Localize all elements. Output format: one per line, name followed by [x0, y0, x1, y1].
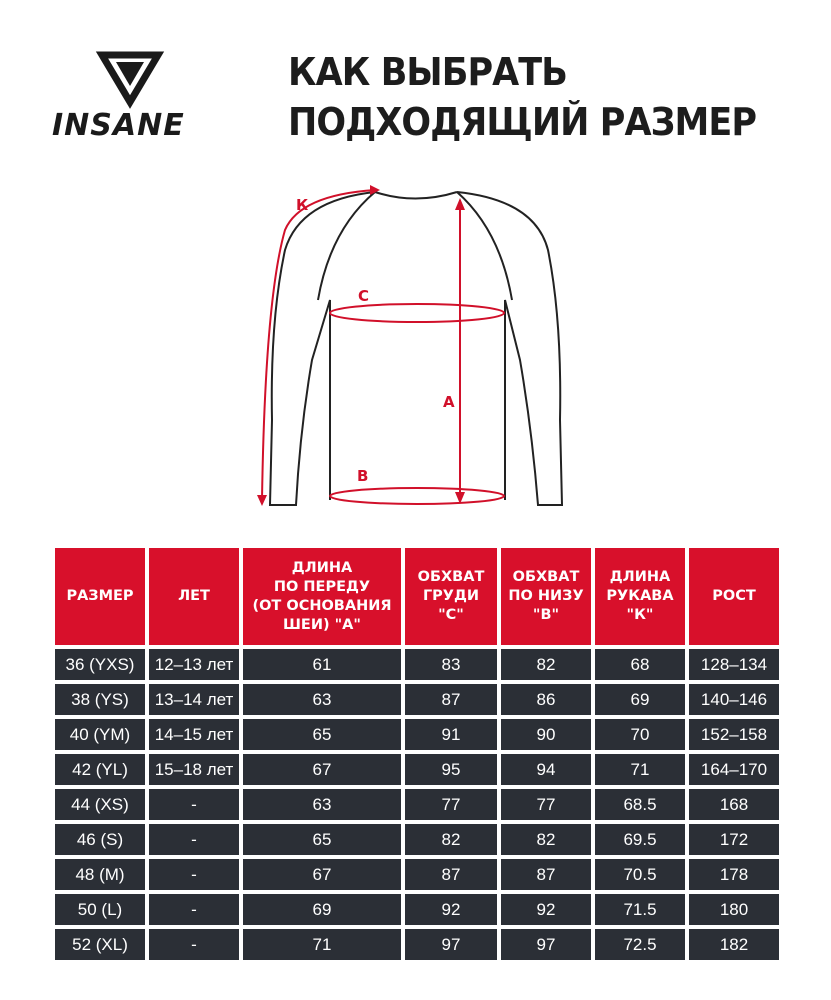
page-title-line1: КАК ВЫБРАТЬ	[288, 50, 568, 94]
cell-age: -	[149, 859, 239, 890]
cell-sleeve: 72.5	[595, 929, 685, 960]
table-row: 38 (YS) 13–14 лет 63 87 86 69 140–146	[55, 684, 779, 715]
cell-chest: 83	[405, 649, 497, 680]
cell-chest: 87	[405, 859, 497, 890]
cell-length: 69	[243, 894, 401, 925]
header-age: ЛЕТ	[149, 548, 239, 645]
cell-bottom: 87	[501, 859, 591, 890]
cell-size: 40 (YM)	[55, 719, 145, 750]
cell-chest: 87	[405, 684, 497, 715]
cell-height: 152–158	[689, 719, 779, 750]
table-header-row: РАЗМЕР ЛЕТ ДЛИНА ПО ПЕРЕДУ (ОТ ОСНОВАНИЯ…	[55, 548, 779, 645]
cell-size: 44 (XS)	[55, 789, 145, 820]
cell-chest: 97	[405, 929, 497, 960]
table-row: 48 (M) -67 87 87 70.5 178	[55, 859, 779, 890]
cell-chest: 77	[405, 789, 497, 820]
cell-age: 12–13 лет	[149, 649, 239, 680]
cell-sleeve: 69.5	[595, 824, 685, 855]
cell-chest: 91	[405, 719, 497, 750]
cell-height: 168	[689, 789, 779, 820]
table-row: 36 (YXS) 12–13 лет 61 83 82 68 128–134	[55, 649, 779, 680]
table-row: 50 (L) -69 92 92 71.5 180	[55, 894, 779, 925]
cell-age: -	[149, 894, 239, 925]
brand-logo-icon	[95, 51, 165, 109]
cell-chest: 95	[405, 754, 497, 785]
cell-bottom: 90	[501, 719, 591, 750]
header-bottom: ОБХВАТ ПО НИЗУ "В"	[501, 548, 591, 645]
cell-sleeve: 71	[595, 754, 685, 785]
cell-height: 172	[689, 824, 779, 855]
cell-age: 13–14 лет	[149, 684, 239, 715]
cell-length: 65	[243, 719, 401, 750]
label-b: В	[357, 467, 368, 485]
header-sleeve: ДЛИНА РУКАВА "К"	[595, 548, 685, 645]
cell-size: 50 (L)	[55, 894, 145, 925]
shirt-outline	[268, 191, 564, 506]
cell-length: 63	[243, 684, 401, 715]
label-a: А	[443, 393, 455, 411]
table-row: 46 (S) -65 82 82 69.5 172	[55, 824, 779, 855]
cell-bottom: 82	[501, 824, 591, 855]
cell-length: 71	[243, 929, 401, 960]
cell-length: 67	[243, 859, 401, 890]
cell-size: 36 (YXS)	[55, 649, 145, 680]
cell-height: 182	[689, 929, 779, 960]
cell-age: -	[149, 824, 239, 855]
cell-height: 178	[689, 859, 779, 890]
cell-height: 164–170	[689, 754, 779, 785]
table-row: 40 (YM) 14–15 лет 65 91 90 70 152–158	[55, 719, 779, 750]
header-length: ДЛИНА ПО ПЕРЕДУ (ОТ ОСНОВАНИЯ ШЕИ) "А"	[243, 548, 401, 645]
page-title-line2: ПОДХОДЯЩИЙ РАЗМЕР	[288, 100, 757, 144]
cell-age: -	[149, 789, 239, 820]
bottom-measure	[329, 487, 505, 505]
cell-length: 63	[243, 789, 401, 820]
brand-name: INSANE	[52, 108, 185, 143]
cell-sleeve: 71.5	[595, 894, 685, 925]
table-row: 44 (XS) -63 77 77 68.5 168	[55, 789, 779, 820]
cell-age: -	[149, 929, 239, 960]
cell-chest: 82	[405, 824, 497, 855]
cell-sleeve: 70	[595, 719, 685, 750]
cell-size: 46 (S)	[55, 824, 145, 855]
header-chest: ОБХВАТ ГРУДИ "С"	[405, 548, 497, 645]
cell-bottom: 92	[501, 894, 591, 925]
label-k: К	[296, 196, 309, 214]
cell-sleeve: 68	[595, 649, 685, 680]
sleeve-measure	[261, 189, 376, 501]
cell-size: 48 (M)	[55, 859, 145, 890]
cell-bottom: 94	[501, 754, 591, 785]
cell-size: 38 (YS)	[55, 684, 145, 715]
cell-sleeve: 70.5	[595, 859, 685, 890]
header-size: РАЗМЕР	[55, 548, 145, 645]
cell-bottom: 82	[501, 649, 591, 680]
cell-height: 128–134	[689, 649, 779, 680]
cell-length: 61	[243, 649, 401, 680]
table-row: 42 (YL) 15–18 лет 67 95 94 71 164–170	[55, 754, 779, 785]
cell-size: 52 (XL)	[55, 929, 145, 960]
cell-sleeve: 69	[595, 684, 685, 715]
cell-bottom: 77	[501, 789, 591, 820]
cell-age: 15–18 лет	[149, 754, 239, 785]
cell-bottom: 86	[501, 684, 591, 715]
shirt-diagram: К С А В	[257, 185, 564, 506]
header-height: РОСТ	[689, 548, 779, 645]
cell-size: 42 (YL)	[55, 754, 145, 785]
size-table: РАЗМЕР ЛЕТ ДЛИНА ПО ПЕРЕДУ (ОТ ОСНОВАНИЯ…	[55, 548, 779, 964]
cell-height: 180	[689, 894, 779, 925]
cell-length: 67	[243, 754, 401, 785]
table-row: 52 (XL) -71 97 97 72.5 182	[55, 929, 779, 960]
chest-measure	[329, 303, 505, 323]
label-c: С	[358, 287, 369, 305]
cell-bottom: 97	[501, 929, 591, 960]
cell-sleeve: 68.5	[595, 789, 685, 820]
cell-chest: 92	[405, 894, 497, 925]
cell-age: 14–15 лет	[149, 719, 239, 750]
cell-height: 140–146	[689, 684, 779, 715]
cell-length: 65	[243, 824, 401, 855]
